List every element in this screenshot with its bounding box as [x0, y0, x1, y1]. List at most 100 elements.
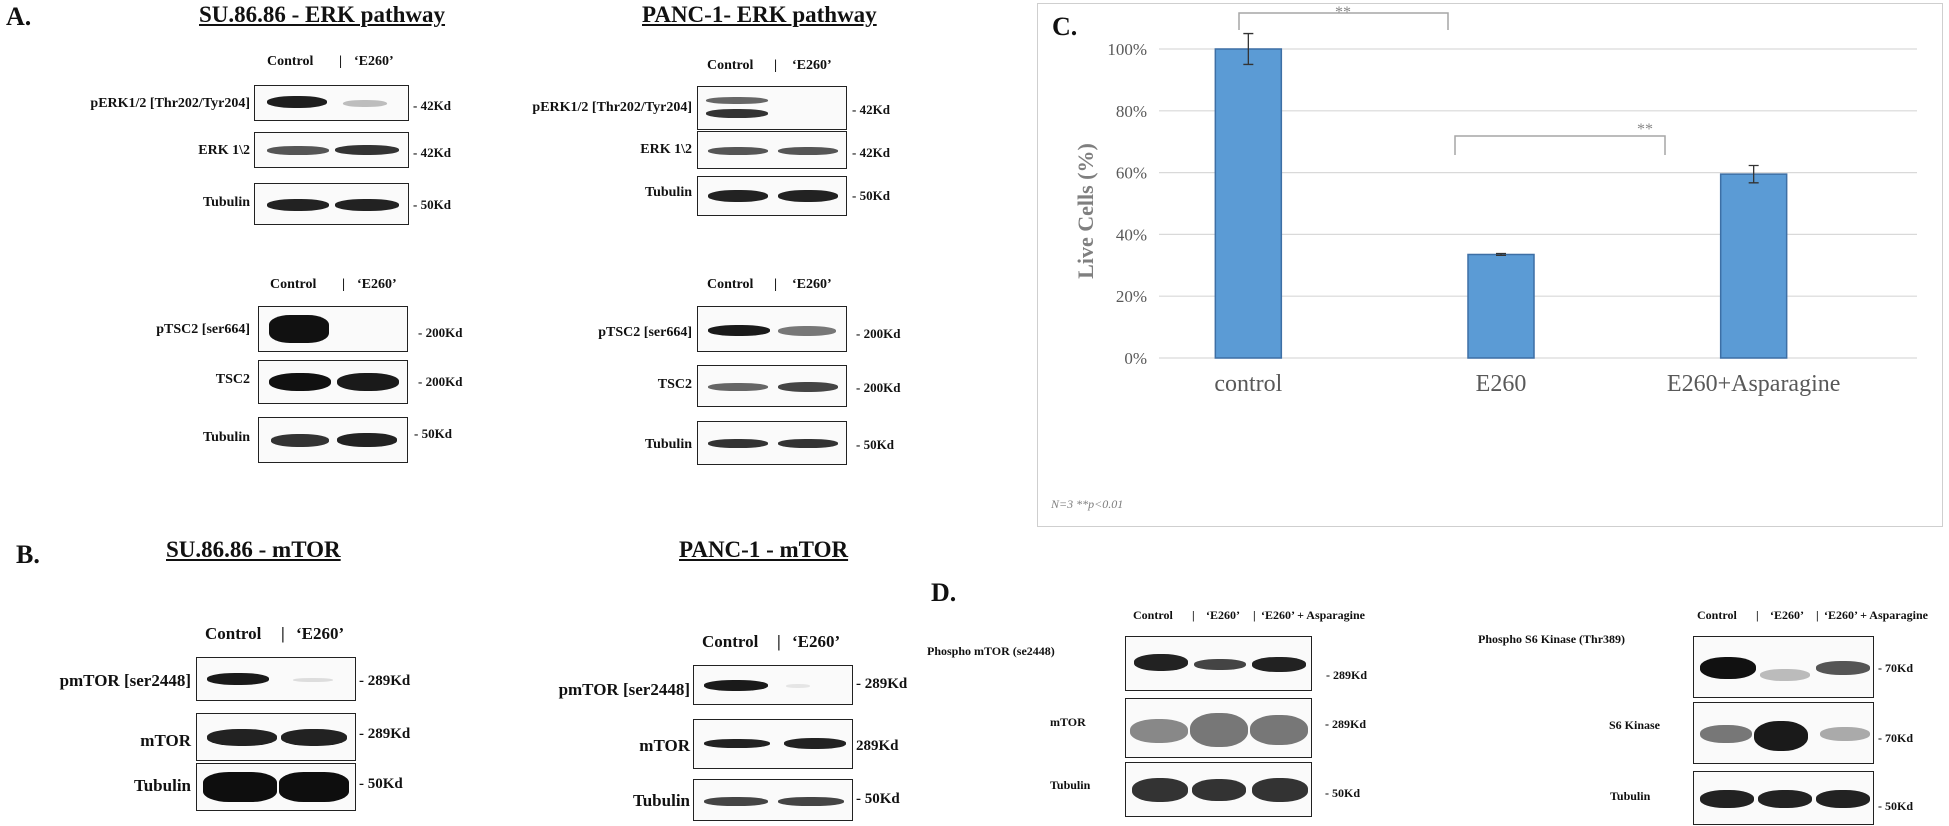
molecular-weight-label: - 50Kd — [852, 188, 890, 203]
y-tick-label: 60% — [1116, 164, 1147, 183]
blot-label: pTSC2 [ser664] — [598, 325, 692, 340]
molecular-weight-label: - 42Kd — [413, 145, 451, 160]
western-blot-erk — [254, 132, 409, 168]
lane-header-control: Control — [707, 58, 754, 73]
molecular-weight-label: - 50Kd — [1325, 786, 1361, 800]
lane-header-e260: ‘E260’ — [792, 58, 832, 73]
x-category-label: E260+Asparagine — [1667, 371, 1840, 397]
lane-header-control: Control — [267, 54, 314, 69]
panel-letter-d: D. — [931, 578, 957, 607]
blot-label: pmTOR [ser2448] — [59, 671, 191, 690]
blot-label: Tubulin — [645, 437, 692, 452]
western-blot-perk — [254, 85, 409, 121]
blot-label: TSC2 — [215, 372, 250, 387]
molecular-weight-label: - 200Kd — [418, 374, 463, 389]
western-blot-tubulin — [1693, 771, 1874, 825]
molecular-weight-label: - 200Kd — [856, 380, 901, 395]
error-bar — [1748, 164, 1759, 184]
significance-marker: ** — [1637, 121, 1653, 138]
bar-e260 — [1467, 253, 1535, 359]
x-category-label: E260 — [1476, 371, 1527, 397]
panel-letter-a: A. — [6, 2, 32, 31]
blot-label: Tubulin — [645, 185, 692, 200]
panel-letter-b: B. — [16, 540, 40, 569]
lane-header-e260-asparagine: ‘E260’ + Asparagine — [1261, 608, 1365, 622]
blot-label: Tubulin — [203, 430, 250, 445]
molecular-weight-label: - 70Kd — [1878, 661, 1914, 675]
blot-label: S6 Kinase — [1609, 718, 1661, 732]
lane-header-control: Control — [1133, 608, 1173, 622]
bar-chart: 0% 20% 40% 60% 80% 100% control E260 E260+Aspar… — [1050, 4, 1917, 511]
significance-marker: ** — [1335, 4, 1351, 21]
molecular-weight-label: - 200Kd — [418, 325, 463, 340]
panel-title-panc1-mtor: PANC-1 - mTOR — [679, 537, 849, 562]
western-blot-tubulin — [258, 417, 408, 463]
y-tick-label: 20% — [1116, 287, 1147, 306]
western-blot-tubulin — [1125, 762, 1312, 817]
molecular-weight-label: - 289Kd — [856, 676, 908, 692]
lane-header-control: Control — [270, 277, 317, 292]
blot-label: pmTOR [ser2448] — [558, 680, 690, 699]
western-blot-phospho-mtor — [1125, 636, 1312, 691]
error-bar — [1496, 252, 1506, 257]
lane-header-e260: ‘E260’ — [357, 277, 397, 292]
western-blot-tubulin — [697, 176, 847, 216]
lane-divider: | — [342, 277, 346, 292]
western-blot-ptsc2 — [697, 306, 847, 352]
panel-letter-c: C. — [1052, 12, 1078, 41]
significance-bracket — [1238, 12, 1449, 30]
western-blot-mtor — [196, 713, 356, 761]
error-bar — [1243, 32, 1254, 66]
lane-divider: | — [339, 54, 343, 69]
blot-label: TSC2 — [657, 377, 692, 392]
lane-divider: | — [1756, 608, 1759, 622]
panel-title-su8686-mtor: SU.86.86 - mTOR — [166, 537, 341, 562]
molecular-weight-label: - 289Kd — [1325, 717, 1367, 731]
molecular-weight-label: - 50Kd — [359, 776, 403, 792]
blot-label: Tubulin — [1050, 778, 1091, 792]
western-blot-pmtor — [196, 657, 356, 701]
western-blot-tubulin — [693, 779, 853, 821]
lane-header-control: Control — [707, 277, 754, 292]
bar-control — [1214, 48, 1283, 359]
blot-label: Tubulin — [632, 791, 690, 810]
western-blot-tubulin — [697, 421, 847, 465]
western-blot-phospho-s6k — [1693, 636, 1874, 698]
blot-label: Phospho mTOR (se2448) — [927, 644, 1055, 658]
western-blot-perk — [697, 86, 847, 130]
western-blot-tsc2 — [258, 360, 408, 404]
panel-title-su8686-erk: SU.86.86 - ERK pathway — [199, 2, 446, 27]
y-tick-label: 0% — [1124, 349, 1147, 368]
lane-divider: | — [1192, 608, 1195, 622]
chart-footnote: N=3 **p<0.01 — [1050, 497, 1123, 511]
blot-label: ERK 1\2 — [198, 143, 250, 158]
lane-header-e260: ‘E260’ — [354, 54, 394, 69]
blot-label: Tubulin — [203, 195, 250, 210]
blot-label: Tubulin — [1610, 789, 1651, 803]
panel-title-panc1-erk: PANC-1- ERK pathway — [642, 2, 877, 27]
molecular-weight-label: - 200Kd — [856, 326, 901, 341]
molecular-weight-label: - 50Kd — [414, 426, 452, 441]
lane-header-control: Control — [702, 632, 759, 651]
y-tick-label: 100% — [1107, 40, 1147, 59]
lane-header-e260: ‘E260’ — [792, 632, 841, 651]
lane-header-e260: ‘E260’ — [1206, 608, 1240, 622]
lane-divider: | — [774, 58, 778, 73]
molecular-weight-label: - 70Kd — [1878, 731, 1914, 745]
western-blot-mtor — [693, 719, 853, 769]
blot-label: Tubulin — [133, 776, 191, 795]
molecular-weight-label: - 50Kd — [856, 437, 894, 452]
molecular-weight-label: - 50Kd — [413, 197, 451, 212]
molecular-weight-label: - 42Kd — [413, 98, 451, 113]
western-blot-tubulin — [196, 763, 356, 811]
lane-divider: | — [1253, 608, 1256, 622]
lane-divider: | — [281, 624, 285, 643]
lane-header-control: Control — [205, 624, 262, 643]
blot-label: pERK1/2 [Thr202/Tyr204] — [532, 100, 692, 115]
y-tick-label: 80% — [1116, 102, 1147, 121]
western-blot-s6k — [1693, 702, 1874, 764]
molecular-weight-label: - 289Kd — [359, 673, 411, 689]
western-blot-mtor — [1125, 698, 1312, 758]
molecular-weight-label: - 289Kd — [1326, 668, 1368, 682]
molecular-weight-label: - 289Kd — [359, 726, 411, 742]
